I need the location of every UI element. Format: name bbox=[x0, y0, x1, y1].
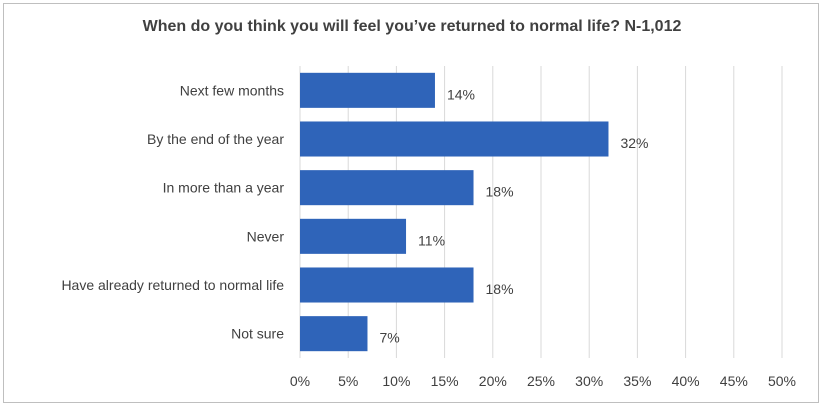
data-label: 18% bbox=[486, 281, 514, 297]
x-tick-label: 15% bbox=[431, 373, 459, 389]
x-tick-label: 40% bbox=[672, 373, 700, 389]
data-label: 32% bbox=[620, 135, 648, 151]
bar bbox=[300, 170, 474, 206]
x-tick-label: 5% bbox=[338, 373, 358, 389]
x-tick-label: 30% bbox=[575, 373, 603, 389]
x-tick-label: 50% bbox=[768, 373, 796, 389]
x-tick-label: 25% bbox=[527, 373, 555, 389]
bar bbox=[300, 267, 474, 303]
data-label: 11% bbox=[418, 232, 445, 248]
x-tick-label: 45% bbox=[720, 373, 748, 389]
x-tick-label: 10% bbox=[382, 373, 410, 389]
data-label: 14% bbox=[447, 86, 475, 102]
category-label: In more than a year bbox=[163, 180, 285, 196]
chart-title: When do you think you will feel you’ve r… bbox=[142, 18, 682, 35]
category-label: Next few months bbox=[180, 82, 284, 98]
x-tick-label: 20% bbox=[479, 373, 507, 389]
x-tick-label: 35% bbox=[623, 373, 651, 389]
data-label: 7% bbox=[379, 330, 399, 346]
x-tick-label: 0% bbox=[290, 373, 310, 389]
bar bbox=[300, 218, 407, 254]
bar bbox=[300, 121, 609, 157]
category-label: Have already returned to normal life bbox=[61, 277, 284, 293]
data-label: 18% bbox=[486, 184, 514, 200]
category-label: By the end of the year bbox=[147, 131, 284, 147]
bar bbox=[300, 316, 368, 352]
category-label: Not sure bbox=[231, 326, 284, 342]
bar bbox=[300, 72, 435, 108]
category-label: Never bbox=[247, 228, 285, 244]
